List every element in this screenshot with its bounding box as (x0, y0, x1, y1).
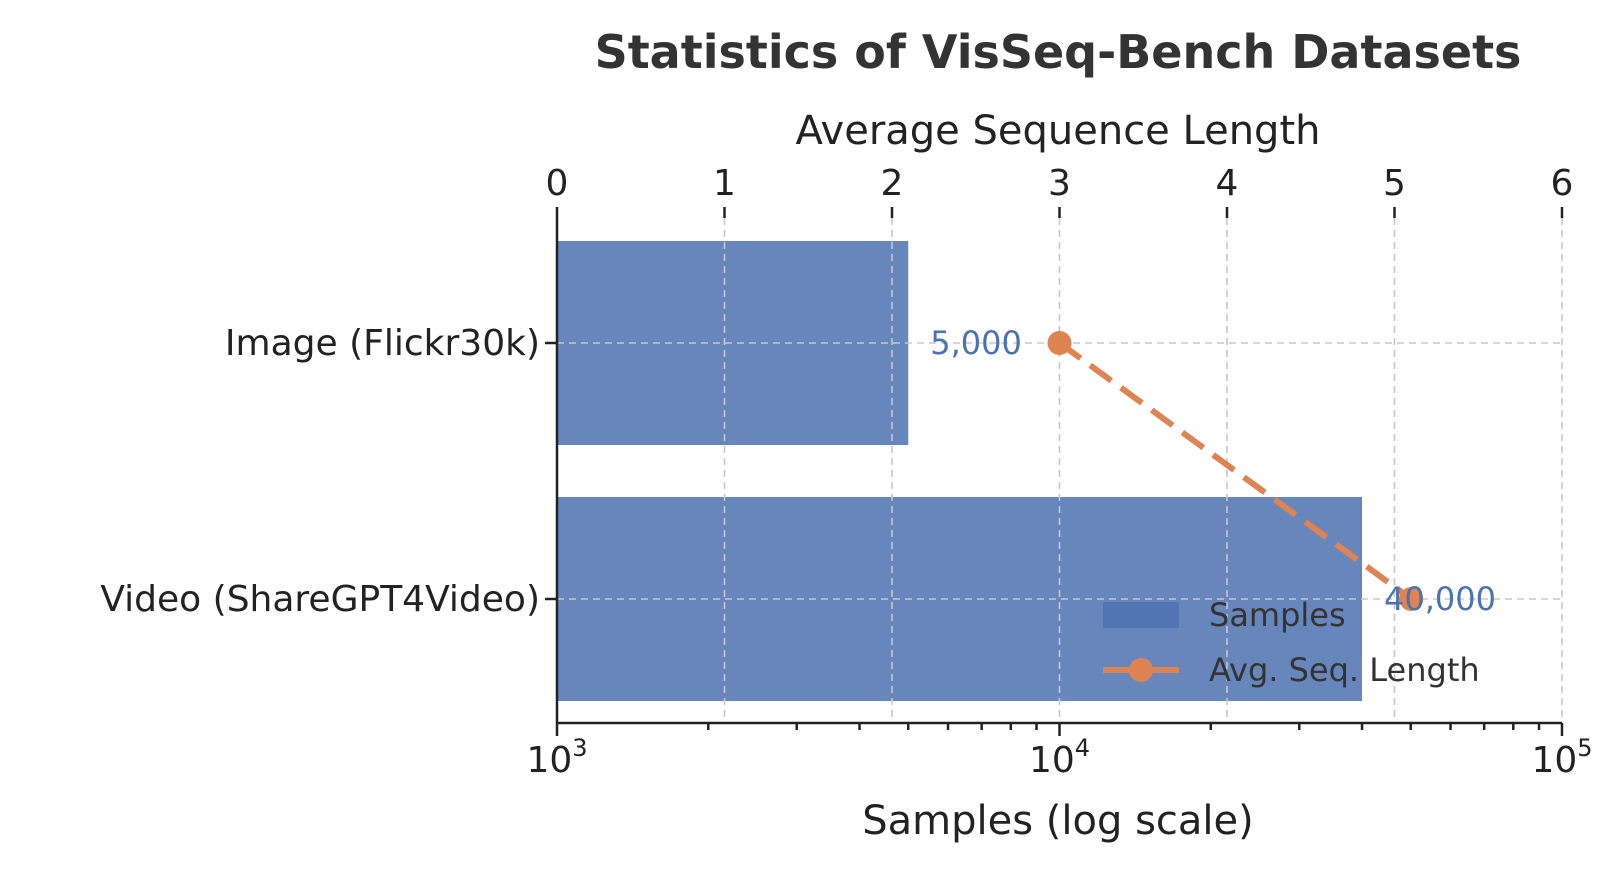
category-label-1: Video (ShareGPT4Video) (100, 579, 540, 620)
legend-swatch-marker (1129, 658, 1153, 682)
avg-seq-length-point-0 (1047, 331, 1072, 355)
chart-title: Statistics of VisSeq-Bench Datasets (595, 25, 1522, 79)
bottom-axis-label: Samples (log scale) (862, 798, 1254, 844)
bottom-tick-label-1: 104 (1029, 734, 1090, 781)
bottom-tick-label-0: 103 (526, 734, 587, 781)
legend-swatch-samples (1103, 602, 1179, 628)
top-tick-label-0: 0 (546, 163, 569, 204)
bottom-tick-label-2: 105 (1531, 734, 1592, 781)
samples-data-label-0: 5,000 (930, 324, 1022, 362)
top-tick-label-1: 1 (713, 163, 736, 204)
plot-area: 0 1 2 3 4 5 6 103 104 105 Image (Flickr30k) Video (… (100, 163, 1592, 781)
top-tick-label-3: 3 (1048, 163, 1071, 204)
samples-data-label-1: 40,000 (1384, 580, 1496, 618)
top-tick-label-6: 6 (1551, 163, 1574, 204)
category-label-0: Image (Flickr30k) (225, 323, 540, 364)
legend-label-samples: Samples (1209, 596, 1346, 634)
top-tick-label-5: 5 (1383, 163, 1406, 204)
legend-label-avg-seq-length: Avg. Seq. Length (1209, 651, 1480, 689)
top-tick-label-4: 4 (1216, 163, 1239, 204)
top-tick-label-2: 2 (881, 163, 904, 204)
avg-seq-length-line (1057, 340, 1414, 602)
avg-seq-length-point-1 (1399, 587, 1424, 611)
top-axis-label: Average Sequence Length (796, 108, 1321, 154)
